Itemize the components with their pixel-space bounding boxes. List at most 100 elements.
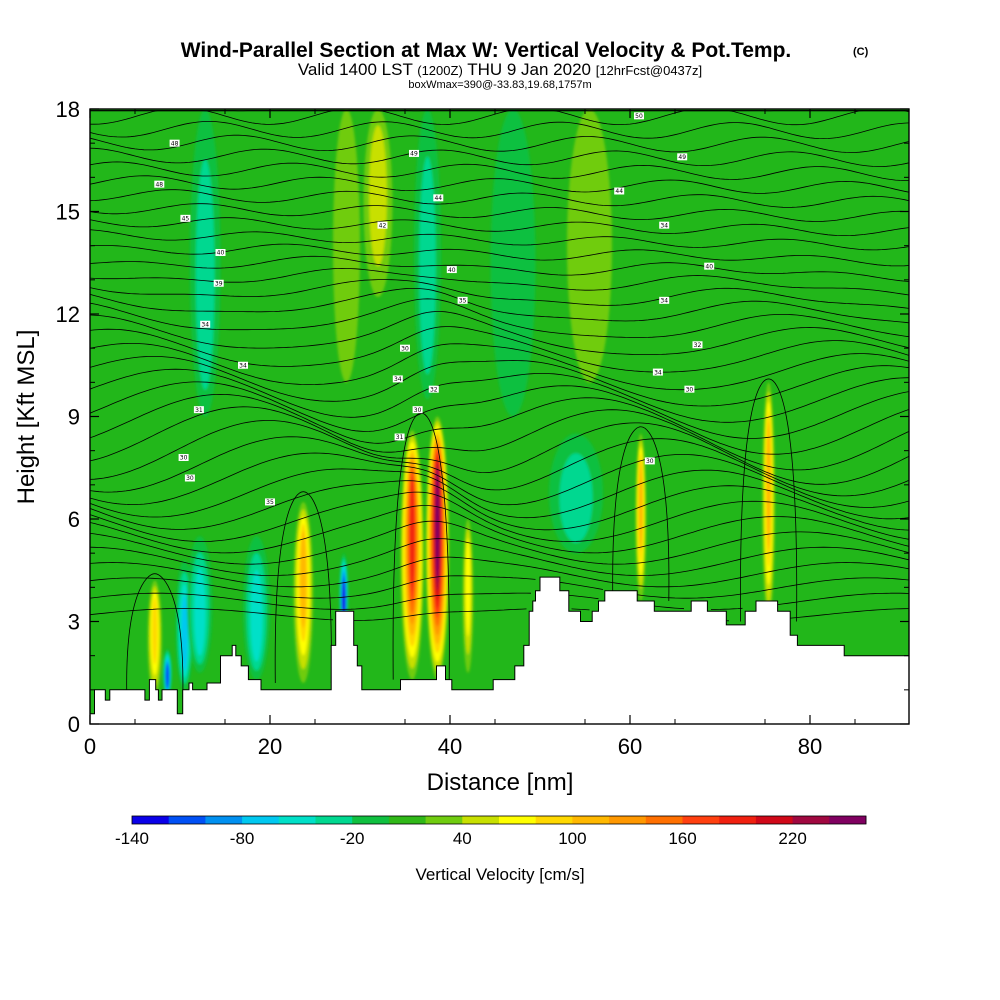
isentrope-34 — [90, 134, 909, 153]
isentrope-label-box-10 — [265, 498, 275, 506]
w-plume-21-band-1 — [490, 109, 536, 417]
y-tick-label-1: 3 — [68, 610, 80, 635]
w-plume-9-band-3 — [465, 538, 471, 637]
colorbar-swatch-15 — [682, 816, 720, 824]
colorbar-swatch-4 — [278, 816, 316, 824]
x-axis-label: Distance [nm] — [427, 769, 574, 796]
colorbar-swatch-10 — [499, 816, 537, 824]
isentrope-label-box-22 — [677, 153, 688, 161]
isentrope-23 — [90, 279, 909, 309]
isentrope-label-23: 44 — [615, 188, 623, 195]
isentrope-label-box-13 — [377, 221, 388, 229]
isentrope-label-24: 34 — [660, 222, 668, 229]
isentrope-label-13: 42 — [379, 222, 387, 229]
chart-subtitle: Valid 1400 LST (1200Z) THU 9 Jan 2020 [1… — [298, 60, 702, 79]
colorbar-swatch-13 — [609, 816, 647, 824]
isentrope-label-10: 35 — [266, 499, 274, 506]
isentrope-label-box-19 — [412, 406, 423, 414]
isentrope-24 — [90, 267, 909, 296]
colorbar-swatch-9 — [462, 816, 500, 824]
isentrope-18 — [90, 342, 909, 391]
isentrope-8 — [90, 480, 909, 531]
isentrope-5 — [90, 520, 909, 565]
isentrope-15 — [90, 381, 909, 439]
isentrope-label-box-24 — [659, 221, 670, 229]
isentrope-label-19: 30 — [414, 407, 422, 414]
isentrope-label-box-28 — [652, 368, 663, 376]
subtitle-forecast: [12hrFcst@0437z] — [596, 63, 702, 78]
isentrope-label-20: 31 — [396, 434, 404, 441]
w-plume-14-band-2 — [419, 156, 436, 375]
x-tick-label-1: 20 — [258, 734, 282, 759]
colorbar-swatch-11 — [535, 816, 573, 824]
colorbar-swatch-6 — [352, 816, 390, 824]
x-axis: 0 20 40 60 80 — [84, 109, 856, 759]
isentrope-30 — [90, 189, 909, 208]
isentrope-loop-1 — [612, 426, 670, 602]
isentrope-label-box-26 — [659, 296, 670, 304]
isentrope-label-17: 34 — [394, 376, 402, 383]
isentrope-29 — [90, 203, 909, 222]
isentrope-9 — [90, 468, 909, 520]
isentrope-2 — [634, 577, 909, 599]
isentrope-label-25: 40 — [705, 263, 713, 270]
y-axis: 0 3 6 9 12 15 18 — [56, 97, 909, 737]
isentrope-16 — [90, 368, 909, 423]
isentrope-label-box-25 — [704, 262, 715, 270]
y-tick-label-6: 18 — [56, 97, 80, 122]
isentrope-1 — [711, 607, 743, 610]
subtitle-valid: Valid 1400 LST — [298, 60, 417, 79]
colorbar-swatch-1 — [168, 816, 206, 824]
w-plume-10-band-5 — [638, 460, 643, 551]
colorbar-tick-label-1: -80 — [230, 829, 255, 848]
colorbar-swatch-8 — [425, 816, 463, 824]
y-tick-label-5: 15 — [56, 200, 80, 225]
colorbar: -140 -80 -20 40 100 160 220 — [115, 815, 867, 848]
isentrope-label-box-8 — [178, 454, 189, 461]
isentrope-13 — [90, 406, 909, 471]
colorbar-tick-label-0: -140 — [115, 829, 149, 848]
w-plume-4-band-3 — [250, 570, 263, 662]
y-tick-label-2: 6 — [68, 507, 80, 532]
y-tick-label-0: 0 — [68, 712, 80, 737]
isentrope-27 — [90, 229, 909, 251]
isentrope-label-box-6 — [238, 361, 248, 369]
isentrope-label-5: 34 — [201, 321, 209, 328]
isentrope-label-7: 31 — [195, 407, 203, 414]
colorbar-tick-label-2: -20 — [340, 829, 365, 848]
w-plume-2-band-4 — [181, 596, 188, 671]
isentrope-22 — [90, 287, 909, 324]
isentrope-label-box-12 — [433, 194, 444, 202]
colorbar-tick-label-6: 220 — [778, 829, 806, 848]
colorbar-swatch-17 — [755, 816, 793, 824]
isentrope-label-11: 49 — [410, 151, 418, 158]
x-tick-label-4: 80 — [798, 734, 822, 759]
isentrope-32 — [90, 161, 909, 182]
colorbar-swatch-18 — [792, 816, 830, 824]
chart-subtitle-boxwmax: boxWmax=390@-33.83,19.68,1757m — [408, 79, 591, 91]
isentrope-28 — [90, 217, 909, 237]
isentrope-label-box-11 — [409, 149, 419, 157]
isentrope-label-box-3 — [215, 249, 226, 256]
isentrope-label-30: 30 — [646, 458, 654, 465]
isentrope-label-box-16 — [400, 344, 410, 352]
isentrope-label-box-17 — [392, 375, 403, 383]
isentrope-label-1: 48 — [155, 181, 163, 188]
isentrope-label-box-30 — [644, 457, 655, 465]
w-plume-1-band-6 — [165, 664, 170, 689]
x-tick-label-3: 60 — [618, 734, 642, 759]
isentrope-label-box-5 — [200, 320, 211, 328]
isentrope-0 — [571, 608, 590, 611]
chart-title: Wind-Parallel Section at Max W: Vertical… — [181, 39, 792, 62]
w-plume-19-band-2 — [559, 453, 593, 543]
isentrope-label-box-9 — [184, 474, 195, 482]
y-axis-label: Height [Kft MSL] — [13, 330, 40, 505]
w-plume-12-band-1 — [333, 109, 360, 383]
potential-temperature-labels: 48 48 45 40 39 34 34 31 30 30 35 49 44 42 40 35 30 34 32 30… — [154, 112, 715, 506]
colorbar-swatch-7 — [388, 816, 426, 824]
isentrope-21 — [90, 298, 909, 338]
isentrope-label-3: 40 — [217, 250, 225, 257]
colorbar-swatch-5 — [315, 816, 353, 824]
isentrope-label-box-7 — [193, 406, 204, 414]
